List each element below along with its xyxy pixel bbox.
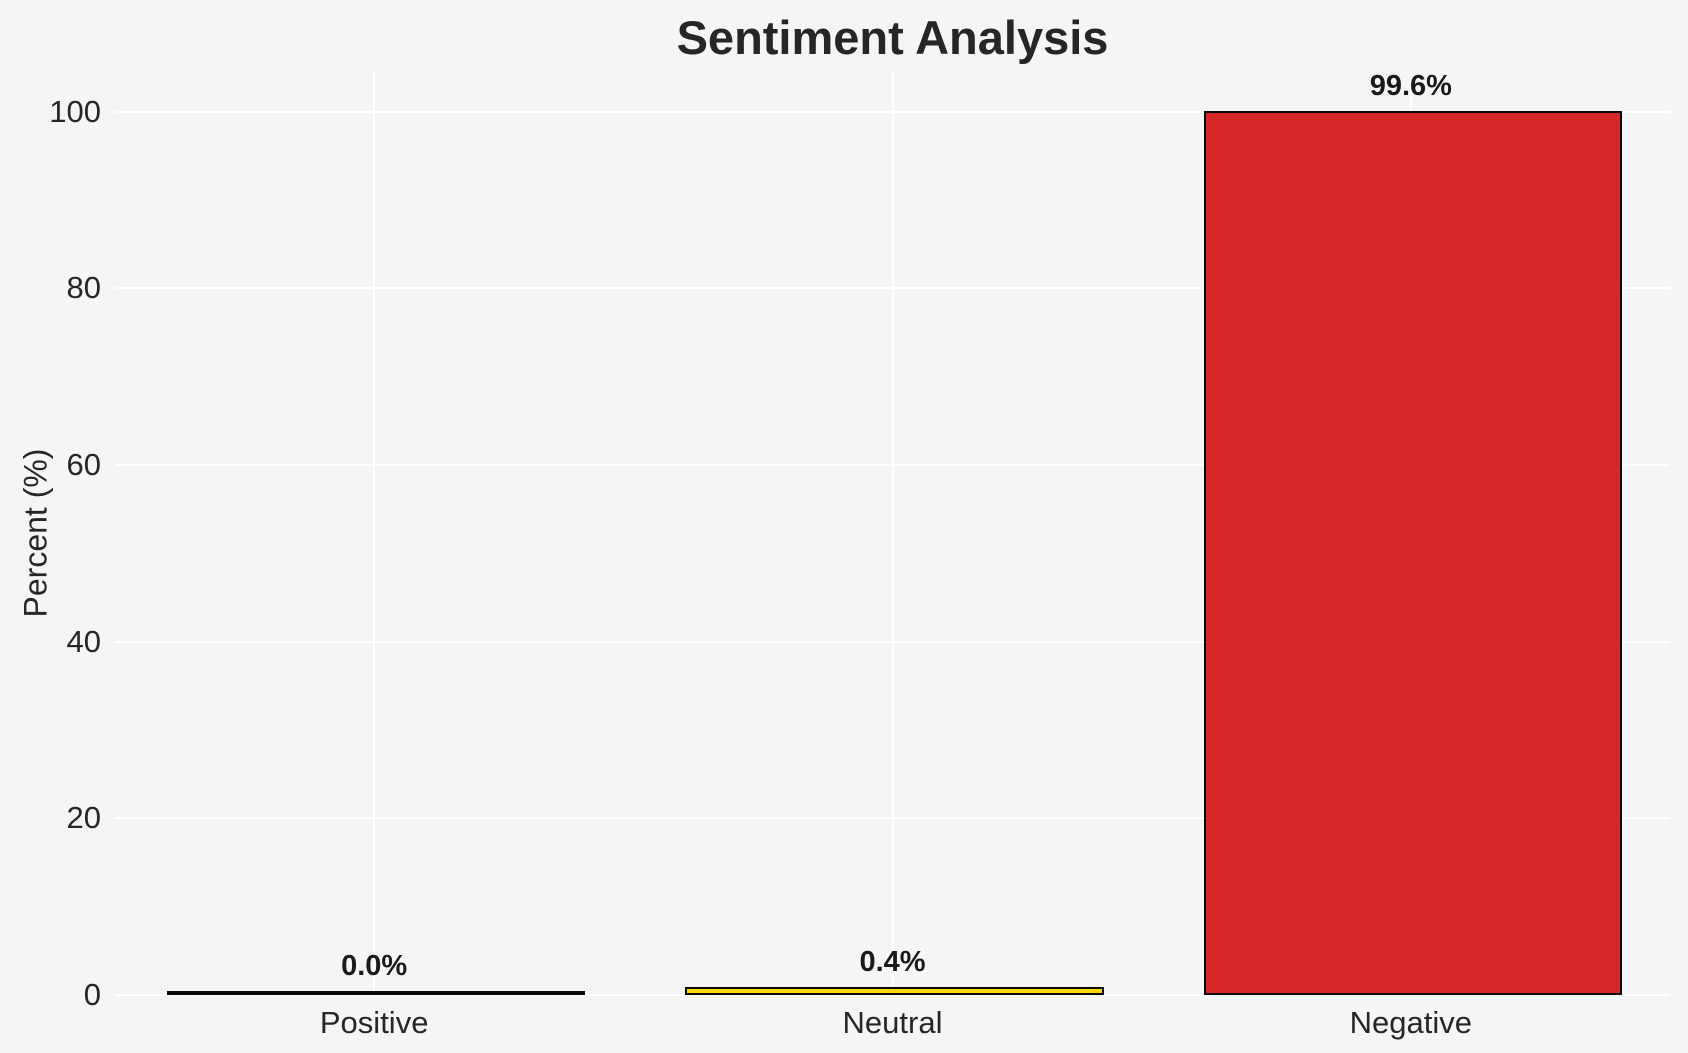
h-gridline-0: [115, 994, 1670, 996]
v-gridline-positive: [373, 72, 376, 995]
x-tick-label-neutral: Neutral: [842, 1005, 943, 1040]
bar-value-label-neutral: 0.4%: [859, 946, 926, 979]
bar-value-label-positive: 0.0%: [341, 950, 408, 982]
y-tick-label-20: 20: [66, 800, 101, 836]
bar-positive: [166, 991, 586, 995]
plot-area: 0 20 40 60 80 100 0.0% Positive 0.4% Neutral 99.6%…: [49, 70, 1670, 1040]
y-tick-label-100: 100: [49, 93, 101, 129]
y-tick-label-40: 40: [66, 623, 101, 659]
x-tick-label-positive: Positive: [319, 1005, 429, 1040]
bar-value-label-negative: 99.6%: [1369, 70, 1452, 103]
y-axis-label: Percent (%): [17, 448, 54, 618]
v-gridline-neutral: [891, 72, 894, 995]
y-tick-label-60: 60: [66, 447, 101, 483]
bar-neutral: [685, 987, 1104, 995]
chart-title: Sentiment Analysis: [676, 11, 1109, 64]
y-tick-label-0: 0: [83, 977, 101, 1012]
x-tick-label-negative: Negative: [1349, 1005, 1473, 1040]
bar-negative: [1203, 111, 1623, 995]
y-tick-label-80: 80: [66, 270, 101, 306]
